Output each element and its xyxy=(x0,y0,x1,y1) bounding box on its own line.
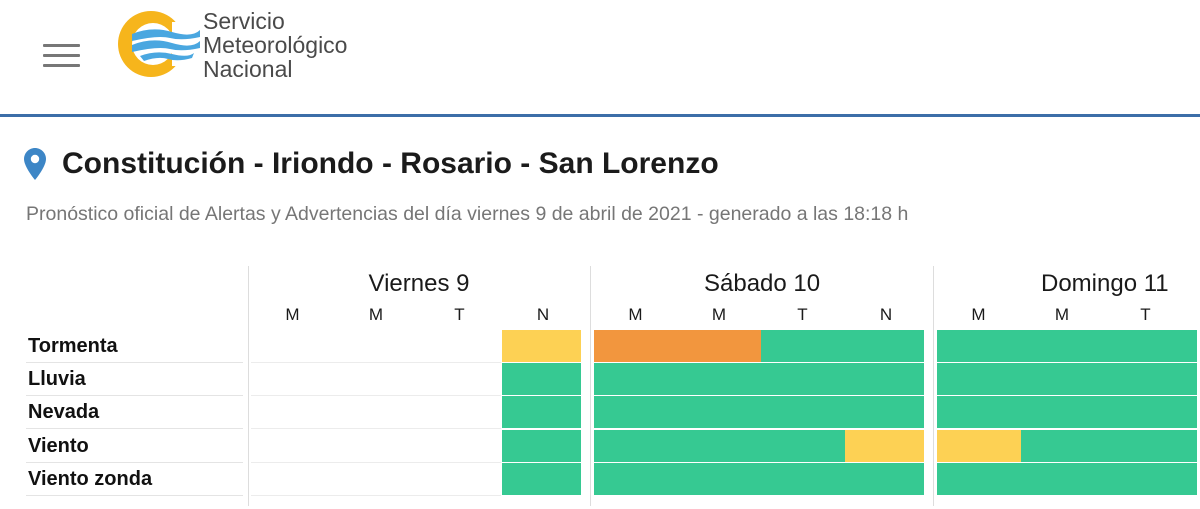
alert-cell-green[interactable] xyxy=(501,463,581,495)
day-separator xyxy=(248,266,249,506)
alert-cell-green[interactable] xyxy=(1104,430,1197,462)
alert-cell-green[interactable] xyxy=(937,396,1021,428)
alert-cell-green[interactable] xyxy=(1020,463,1105,495)
brand-line-2: Meteorológico xyxy=(203,32,348,58)
alert-cell-green[interactable] xyxy=(677,430,762,462)
alert-cell-green[interactable] xyxy=(844,330,924,362)
site-header: Servicio Meteorológico Nacional xyxy=(0,0,1200,114)
row-separator xyxy=(26,462,243,463)
alert-cell-orange[interactable] xyxy=(594,330,678,362)
period-label: T xyxy=(1140,305,1151,324)
alert-cell-green[interactable] xyxy=(761,463,845,495)
alert-cell-green[interactable] xyxy=(501,430,581,462)
alert-cell-green[interactable] xyxy=(761,430,845,462)
brand-line-3: Nacional xyxy=(203,56,293,82)
alert-cell-green[interactable] xyxy=(677,463,762,495)
alert-cell-yellow[interactable] xyxy=(937,430,1021,462)
row-label-viento-zonda: Viento zonda xyxy=(28,468,153,490)
alert-cell-green[interactable] xyxy=(761,330,845,362)
header-divider xyxy=(0,114,1200,117)
alert-cell-green[interactable] xyxy=(937,463,1021,495)
day-header: Viernes 9 xyxy=(368,270,470,297)
alert-cell-green[interactable] xyxy=(844,363,924,395)
day-header: Sábado 10 xyxy=(704,270,821,297)
period-label: M xyxy=(628,305,643,324)
row-separator xyxy=(26,428,243,429)
period-label: M xyxy=(1054,305,1070,324)
period-label: T xyxy=(797,305,808,324)
brand-name[interactable]: Servicio Meteorológico Nacional xyxy=(203,9,347,81)
alert-cell-yellow[interactable] xyxy=(844,430,924,462)
period-label: N xyxy=(536,305,550,324)
period-label: T xyxy=(454,305,465,324)
grid-line xyxy=(251,462,501,463)
alert-cell-green[interactable] xyxy=(761,363,845,395)
row-separator xyxy=(26,495,243,496)
period-label: M xyxy=(285,305,300,324)
alert-cell-green[interactable] xyxy=(937,363,1021,395)
location-pin-icon xyxy=(24,148,46,180)
alert-cell-green[interactable] xyxy=(1020,396,1105,428)
alert-cell-green[interactable] xyxy=(1104,463,1197,495)
period-label: M xyxy=(971,305,986,324)
alert-cell-yellow[interactable] xyxy=(501,330,581,362)
grid-line xyxy=(251,395,501,396)
row-label-lluvia: Lluvia xyxy=(28,368,86,390)
alert-cell-green[interactable] xyxy=(594,396,678,428)
forecast-subtitle: Pronóstico oficial de Alertas y Adverten… xyxy=(26,203,909,225)
row-label-nevada: Nevada xyxy=(28,401,100,423)
location-title: Constitución - Iriondo - Rosario - San L… xyxy=(62,147,719,180)
smn-logo-icon[interactable] xyxy=(112,8,202,80)
alert-cell-green[interactable] xyxy=(844,396,924,428)
alert-cell-green[interactable] xyxy=(501,396,581,428)
alert-cell-orange[interactable] xyxy=(677,330,762,362)
row-label-viento: Viento xyxy=(28,435,89,457)
grid-line xyxy=(251,362,501,363)
alert-cell-green[interactable] xyxy=(1020,430,1105,462)
period-label: M xyxy=(711,305,727,324)
grid-line xyxy=(251,495,501,496)
row-label-tormenta: Tormenta xyxy=(28,335,118,357)
alert-cell-green[interactable] xyxy=(1020,363,1105,395)
alert-cell-green[interactable] xyxy=(1104,396,1197,428)
menu-icon[interactable] xyxy=(43,44,80,68)
alert-cell-green[interactable] xyxy=(594,463,678,495)
day-header: Domingo 11 xyxy=(1041,270,1169,297)
row-separator xyxy=(26,395,243,396)
alert-cell-green[interactable] xyxy=(677,363,762,395)
alert-cell-green[interactable] xyxy=(1104,330,1197,362)
alert-cell-green[interactable] xyxy=(594,430,678,462)
alert-cell-green[interactable] xyxy=(677,396,762,428)
alert-cell-green[interactable] xyxy=(594,363,678,395)
row-separator xyxy=(26,362,243,363)
period-label: M xyxy=(368,305,384,324)
alert-cell-green[interactable] xyxy=(1104,363,1197,395)
alert-cell-green[interactable] xyxy=(761,396,845,428)
alert-cell-green[interactable] xyxy=(844,463,924,495)
alert-cell-green[interactable] xyxy=(937,330,1021,362)
period-label: N xyxy=(879,305,893,324)
grid-line xyxy=(251,428,501,429)
alert-cell-green[interactable] xyxy=(501,363,581,395)
day-separator xyxy=(933,266,934,506)
brand-line-1: Servicio xyxy=(203,8,285,34)
alert-cell-green[interactable] xyxy=(1020,330,1105,362)
day-separator xyxy=(590,266,591,506)
